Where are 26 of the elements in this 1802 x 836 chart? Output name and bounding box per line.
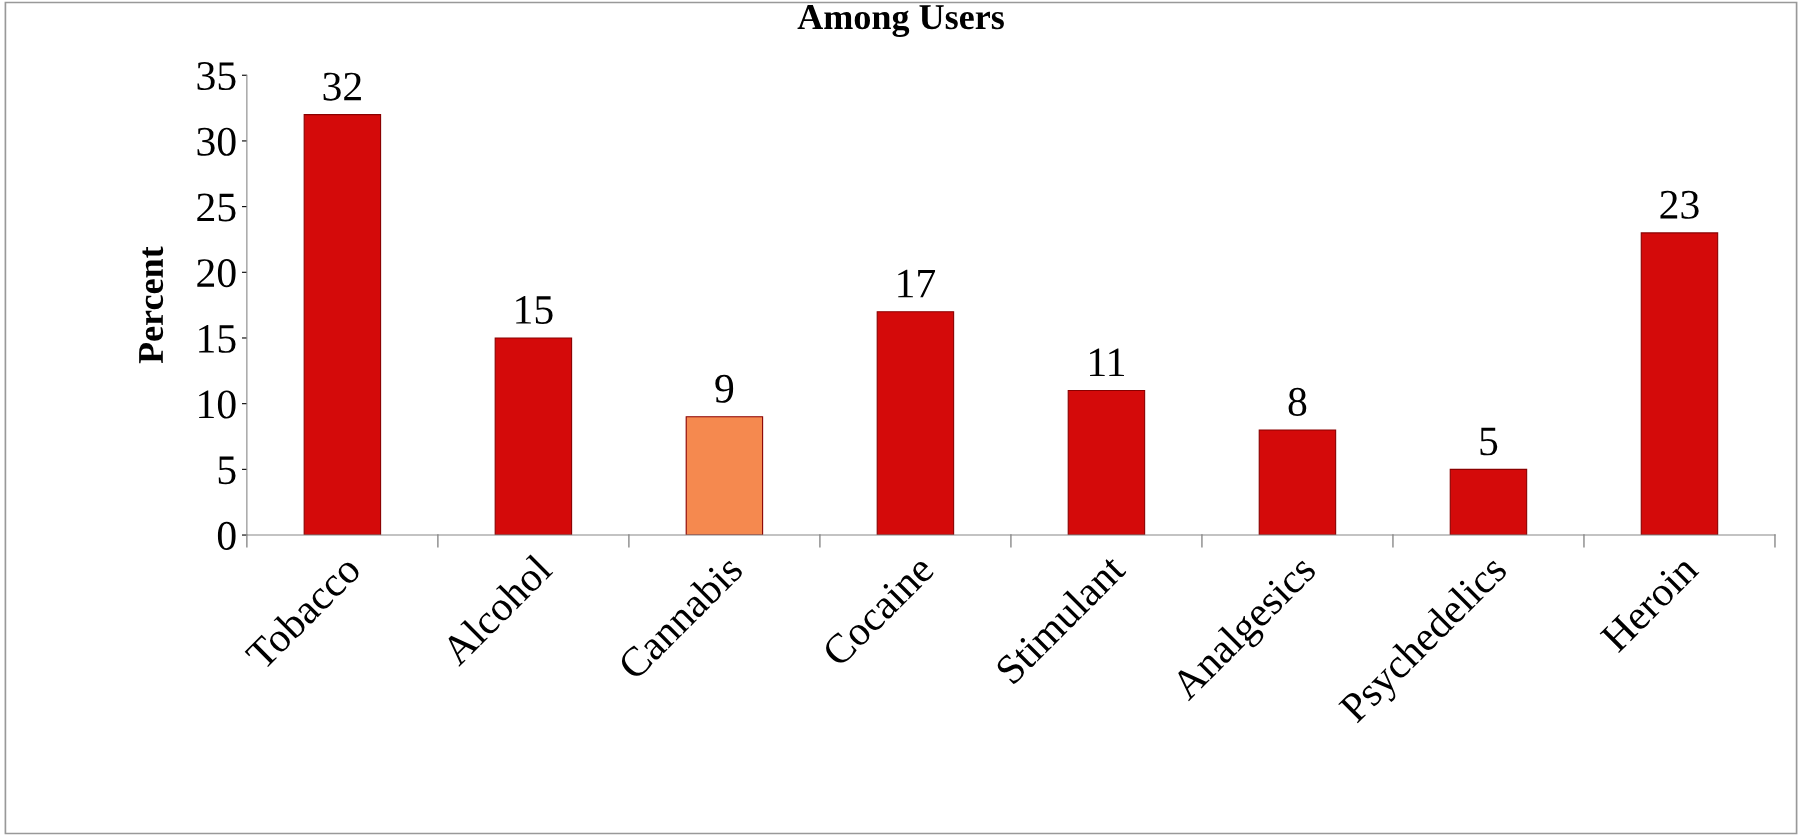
bar xyxy=(685,416,764,536)
data-label: 23 xyxy=(1660,190,1699,219)
data-label: 8 xyxy=(1288,387,1307,416)
bar xyxy=(1449,468,1528,536)
chart-title: Among Users xyxy=(797,5,1004,37)
data-label: 17 xyxy=(898,269,936,298)
y-tick-label: 5 xyxy=(218,456,236,485)
y-tick-label: 0 xyxy=(217,521,236,550)
bar xyxy=(494,337,573,536)
y-tick-label: 10 xyxy=(199,390,236,419)
bar xyxy=(1258,429,1337,536)
data-label: 15 xyxy=(516,296,553,324)
y-tick-label: 20 xyxy=(197,259,236,288)
bar xyxy=(876,311,955,536)
y-tick-label: 35 xyxy=(197,62,236,91)
data-label: 9 xyxy=(715,374,734,403)
y-tick-label: 15 xyxy=(199,324,236,353)
y-tick-label: 25 xyxy=(197,193,236,222)
y-tick-label: 30 xyxy=(197,127,236,156)
data-label: 11 xyxy=(1090,348,1124,377)
data-label: 5 xyxy=(1480,427,1498,456)
bar xyxy=(303,114,382,536)
bar xyxy=(1640,232,1719,536)
data-label: 32 xyxy=(323,72,361,101)
bar xyxy=(1067,389,1146,536)
y-axis-title: Percent xyxy=(139,246,164,364)
